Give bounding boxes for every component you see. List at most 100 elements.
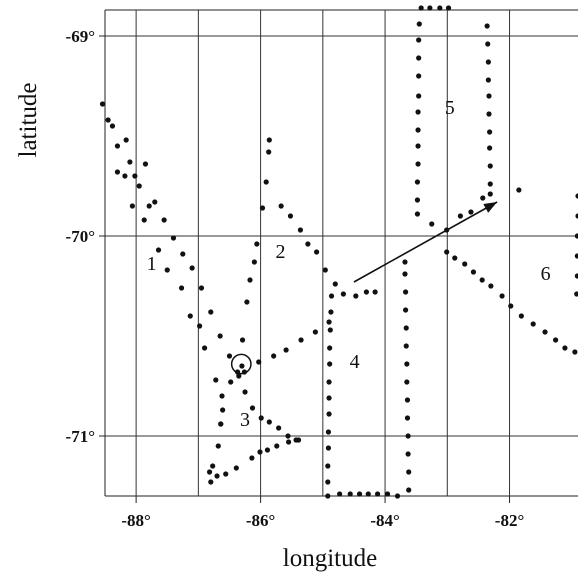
data-point — [404, 379, 410, 385]
data-point — [325, 479, 331, 485]
data-point — [208, 479, 214, 485]
data-point — [249, 455, 255, 461]
data-point — [530, 321, 536, 327]
data-point — [485, 59, 491, 65]
data-point — [572, 349, 578, 355]
track-series — [484, 23, 493, 197]
data-point — [414, 211, 421, 217]
data-point — [236, 373, 242, 379]
track-series — [236, 137, 272, 379]
segment-label: 2 — [276, 241, 286, 263]
data-point — [427, 5, 433, 11]
data-point — [314, 249, 320, 255]
data-point — [347, 491, 353, 497]
data-point — [415, 161, 421, 167]
data-point — [402, 259, 408, 265]
data-point — [574, 291, 578, 297]
data-point — [404, 415, 411, 421]
data-point — [146, 203, 152, 209]
data-point — [164, 267, 170, 273]
data-point — [574, 273, 578, 279]
data-point — [244, 299, 250, 305]
data-point — [444, 249, 450, 255]
track-series — [414, 5, 452, 217]
x-tick-label: -88° — [121, 511, 150, 530]
data-point — [325, 445, 332, 451]
data-point — [223, 471, 229, 477]
track-series — [429, 187, 522, 233]
data-point — [487, 129, 493, 135]
data-point — [109, 123, 116, 129]
track-series — [402, 259, 412, 493]
data-point — [468, 209, 474, 215]
data-point — [353, 293, 359, 299]
data-point — [278, 203, 284, 209]
data-point — [251, 259, 257, 265]
data-point — [480, 195, 486, 201]
segment-label: 4 — [350, 351, 360, 373]
data-point — [141, 217, 147, 223]
axis-ticks: -88° -86° -84° -82° -69° -70° -71° — [66, 27, 525, 530]
data-point — [285, 439, 292, 445]
track-series — [208, 437, 302, 485]
data-point — [326, 379, 332, 385]
data-point — [445, 5, 452, 11]
data-point — [415, 127, 421, 133]
data-point — [486, 111, 492, 117]
data-point — [285, 433, 291, 439]
data-point — [365, 491, 371, 497]
data-point — [136, 183, 142, 189]
data-point — [276, 425, 282, 431]
data-point — [226, 353, 233, 359]
data-point — [326, 395, 332, 401]
data-point — [218, 421, 224, 427]
data-point — [575, 193, 578, 199]
data-point — [266, 137, 272, 143]
data-point — [404, 361, 410, 367]
track-series — [337, 491, 401, 499]
data-point — [249, 405, 256, 411]
data-point — [127, 159, 133, 165]
data-point — [574, 233, 578, 239]
arrow-head — [483, 202, 498, 213]
circle-marker — [230, 353, 252, 375]
data-point — [254, 241, 260, 247]
data-point — [210, 463, 216, 469]
data-point — [214, 473, 220, 479]
data-point — [415, 109, 421, 115]
track-series — [325, 293, 335, 499]
data-point — [485, 41, 491, 47]
x-tick-label: -84° — [370, 511, 399, 530]
data-point — [178, 285, 185, 291]
data-point — [487, 163, 493, 169]
data-point — [99, 101, 106, 107]
data-point — [415, 143, 421, 149]
data-point — [414, 179, 421, 185]
data-point — [217, 333, 223, 339]
data-point — [416, 93, 422, 99]
data-point — [325, 463, 331, 469]
x-tick-label: -86° — [246, 511, 275, 530]
data-point — [295, 437, 302, 443]
data-point — [287, 213, 294, 219]
data-point — [418, 5, 424, 11]
data-point — [462, 261, 468, 267]
data-point — [356, 491, 363, 497]
data-point — [247, 277, 253, 283]
data-point — [406, 469, 412, 475]
data-point — [416, 21, 422, 27]
data-point — [508, 303, 514, 309]
data-point — [129, 203, 135, 209]
data-point — [340, 291, 346, 297]
grid — [105, 10, 578, 496]
data-point — [264, 447, 271, 453]
data-point — [123, 137, 129, 143]
data-point — [189, 265, 195, 271]
data-point — [479, 277, 485, 283]
data-point — [201, 345, 208, 351]
data-point — [457, 213, 463, 219]
segment-label: 3 — [240, 409, 250, 431]
data-point — [155, 247, 162, 253]
data-point — [220, 407, 226, 413]
data-point — [485, 77, 491, 83]
